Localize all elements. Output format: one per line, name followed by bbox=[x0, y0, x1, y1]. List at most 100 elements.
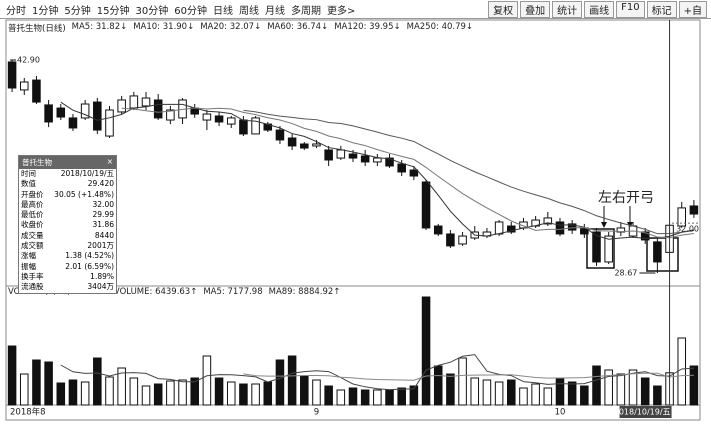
candle-body bbox=[44, 104, 53, 123]
volume-ma5-line bbox=[60, 354, 694, 391]
candle-body bbox=[251, 117, 260, 135]
candle-body bbox=[153, 99, 163, 119]
volume-bar bbox=[385, 389, 394, 406]
candle-body bbox=[446, 233, 455, 247]
info-value: 1.89% bbox=[90, 271, 114, 281]
info-table: 时间 2018/10/19/五 数值 29.420 开盘价 30.05 (+1.48%) 最… bbox=[19, 169, 116, 293]
volume-bar bbox=[421, 296, 431, 406]
candle-body bbox=[202, 113, 212, 121]
ma5-line bbox=[60, 101, 695, 240]
period-tab[interactable]: 30分钟 bbox=[135, 5, 169, 17]
candle-body bbox=[129, 95, 139, 109]
candle-body bbox=[397, 163, 406, 173]
candle-body bbox=[689, 205, 699, 215]
candle-body bbox=[141, 97, 151, 107]
info-label: 成交额 bbox=[21, 241, 44, 251]
info-row: 最高价 32.00 bbox=[19, 200, 116, 210]
toolbar: 分时 1分钟 5分钟 15分钟 30分钟 60分钟 日线 周线 月线 多周期 更多> 复权 叠加 统计 画线… bbox=[0, 0, 711, 19]
candle-body bbox=[348, 153, 358, 159]
tool-button[interactable]: 统计 bbox=[552, 0, 583, 18]
volume-bar bbox=[592, 365, 601, 406]
info-row: 开盘价 30.05 (+1.48%) bbox=[19, 190, 116, 200]
x-tick-label: 2018年8 bbox=[10, 407, 46, 418]
period-tab[interactable]: 周线 bbox=[238, 5, 259, 17]
volume-bar bbox=[604, 369, 613, 406]
volume-bar bbox=[190, 377, 199, 406]
indicator: MA20: 32.07↓ bbox=[200, 22, 262, 32]
volume-bar bbox=[494, 381, 504, 406]
period-tab[interactable]: 日线 bbox=[212, 5, 233, 17]
tool-button[interactable]: +自 bbox=[678, 0, 707, 18]
period-tabs: 分时 1分钟 5分钟 15分钟 30分钟 60分钟 日线 周线 月线 多周期 更多> bbox=[0, 2, 355, 17]
info-value: 30.05 (+1.48%) bbox=[54, 189, 114, 199]
volume-bar bbox=[56, 382, 66, 406]
candle-body bbox=[592, 231, 601, 263]
volume-bar bbox=[653, 385, 662, 406]
volume-bar bbox=[336, 389, 346, 406]
candle-body bbox=[214, 115, 224, 123]
tool-button[interactable]: 标记 bbox=[646, 0, 677, 18]
info-value: 3404万 bbox=[87, 282, 114, 292]
volume-bar bbox=[275, 359, 285, 406]
volume-bar bbox=[677, 337, 687, 406]
period-tab[interactable]: 分时 bbox=[6, 5, 26, 17]
chart-title: 普托生物(日线) bbox=[8, 24, 66, 34]
period-tab[interactable]: 1分钟 bbox=[32, 5, 59, 17]
volume-bar bbox=[287, 355, 297, 406]
info-value: 8440 bbox=[94, 230, 114, 240]
candle-body bbox=[653, 241, 662, 263]
x-tick-label: 9 bbox=[314, 408, 319, 418]
tool-button[interactable]: 复权 bbox=[488, 0, 519, 18]
volume-bar bbox=[360, 389, 370, 406]
period-tab[interactable]: 60分钟 bbox=[174, 5, 207, 17]
ma10-line bbox=[121, 107, 694, 239]
period-tab[interactable]: 多周期 bbox=[290, 5, 321, 17]
period-tab[interactable]: 5分钟 bbox=[64, 5, 91, 17]
volume-bar bbox=[373, 389, 382, 406]
volume-bar bbox=[263, 381, 273, 406]
period-tab[interactable]: 15分钟 bbox=[96, 5, 130, 17]
volume-bar bbox=[166, 380, 175, 406]
candle-body bbox=[421, 181, 431, 229]
volume-bar bbox=[507, 379, 516, 406]
candle-body bbox=[80, 103, 90, 119]
tool-button[interactable]: F10 bbox=[616, 0, 645, 18]
info-value: 29.99 bbox=[92, 210, 114, 220]
candle-body bbox=[555, 221, 565, 235]
candle-body bbox=[312, 143, 321, 147]
volume-bar bbox=[178, 379, 187, 406]
info-label: 成交量 bbox=[21, 230, 44, 240]
volume-bar bbox=[251, 383, 260, 406]
info-row: 换手率 1.89% bbox=[19, 272, 116, 282]
candle-body bbox=[336, 149, 346, 159]
cursor-date: 2018/10/19/五 bbox=[614, 408, 671, 417]
volume-bar bbox=[409, 385, 419, 406]
ma20-line bbox=[243, 109, 694, 235]
candle-body bbox=[56, 107, 66, 118]
highlight-box bbox=[646, 237, 679, 272]
close-button[interactable]: × bbox=[106, 157, 113, 166]
volume-bar bbox=[214, 377, 224, 406]
high-label: 42.90 bbox=[17, 56, 40, 65]
volume-bar bbox=[640, 377, 650, 406]
candle-body bbox=[226, 117, 236, 125]
indicator: MA60: 36.74↓ bbox=[267, 22, 329, 32]
info-row: 涨幅 1.38 (4.52%) bbox=[19, 251, 116, 261]
volume-bar bbox=[7, 345, 17, 406]
tool-button[interactable]: 叠加 bbox=[520, 0, 551, 18]
volume-bar bbox=[105, 376, 114, 406]
volume-bar bbox=[202, 355, 212, 406]
period-tab[interactable]: 更多> bbox=[326, 5, 356, 17]
volume-bar bbox=[689, 365, 699, 406]
info-row: 数值 29.420 bbox=[19, 179, 116, 189]
volume-bar bbox=[446, 373, 455, 406]
indicator: MA5: 31.82↓ bbox=[71, 22, 128, 32]
volume-bar bbox=[129, 377, 139, 406]
volume-bar bbox=[531, 383, 540, 406]
period-tab[interactable]: 月线 bbox=[264, 5, 285, 17]
tool-button[interactable]: 画线 bbox=[584, 0, 615, 18]
candle-body bbox=[300, 143, 309, 149]
info-label: 开盘价 bbox=[21, 189, 44, 199]
candle-body bbox=[7, 61, 17, 89]
